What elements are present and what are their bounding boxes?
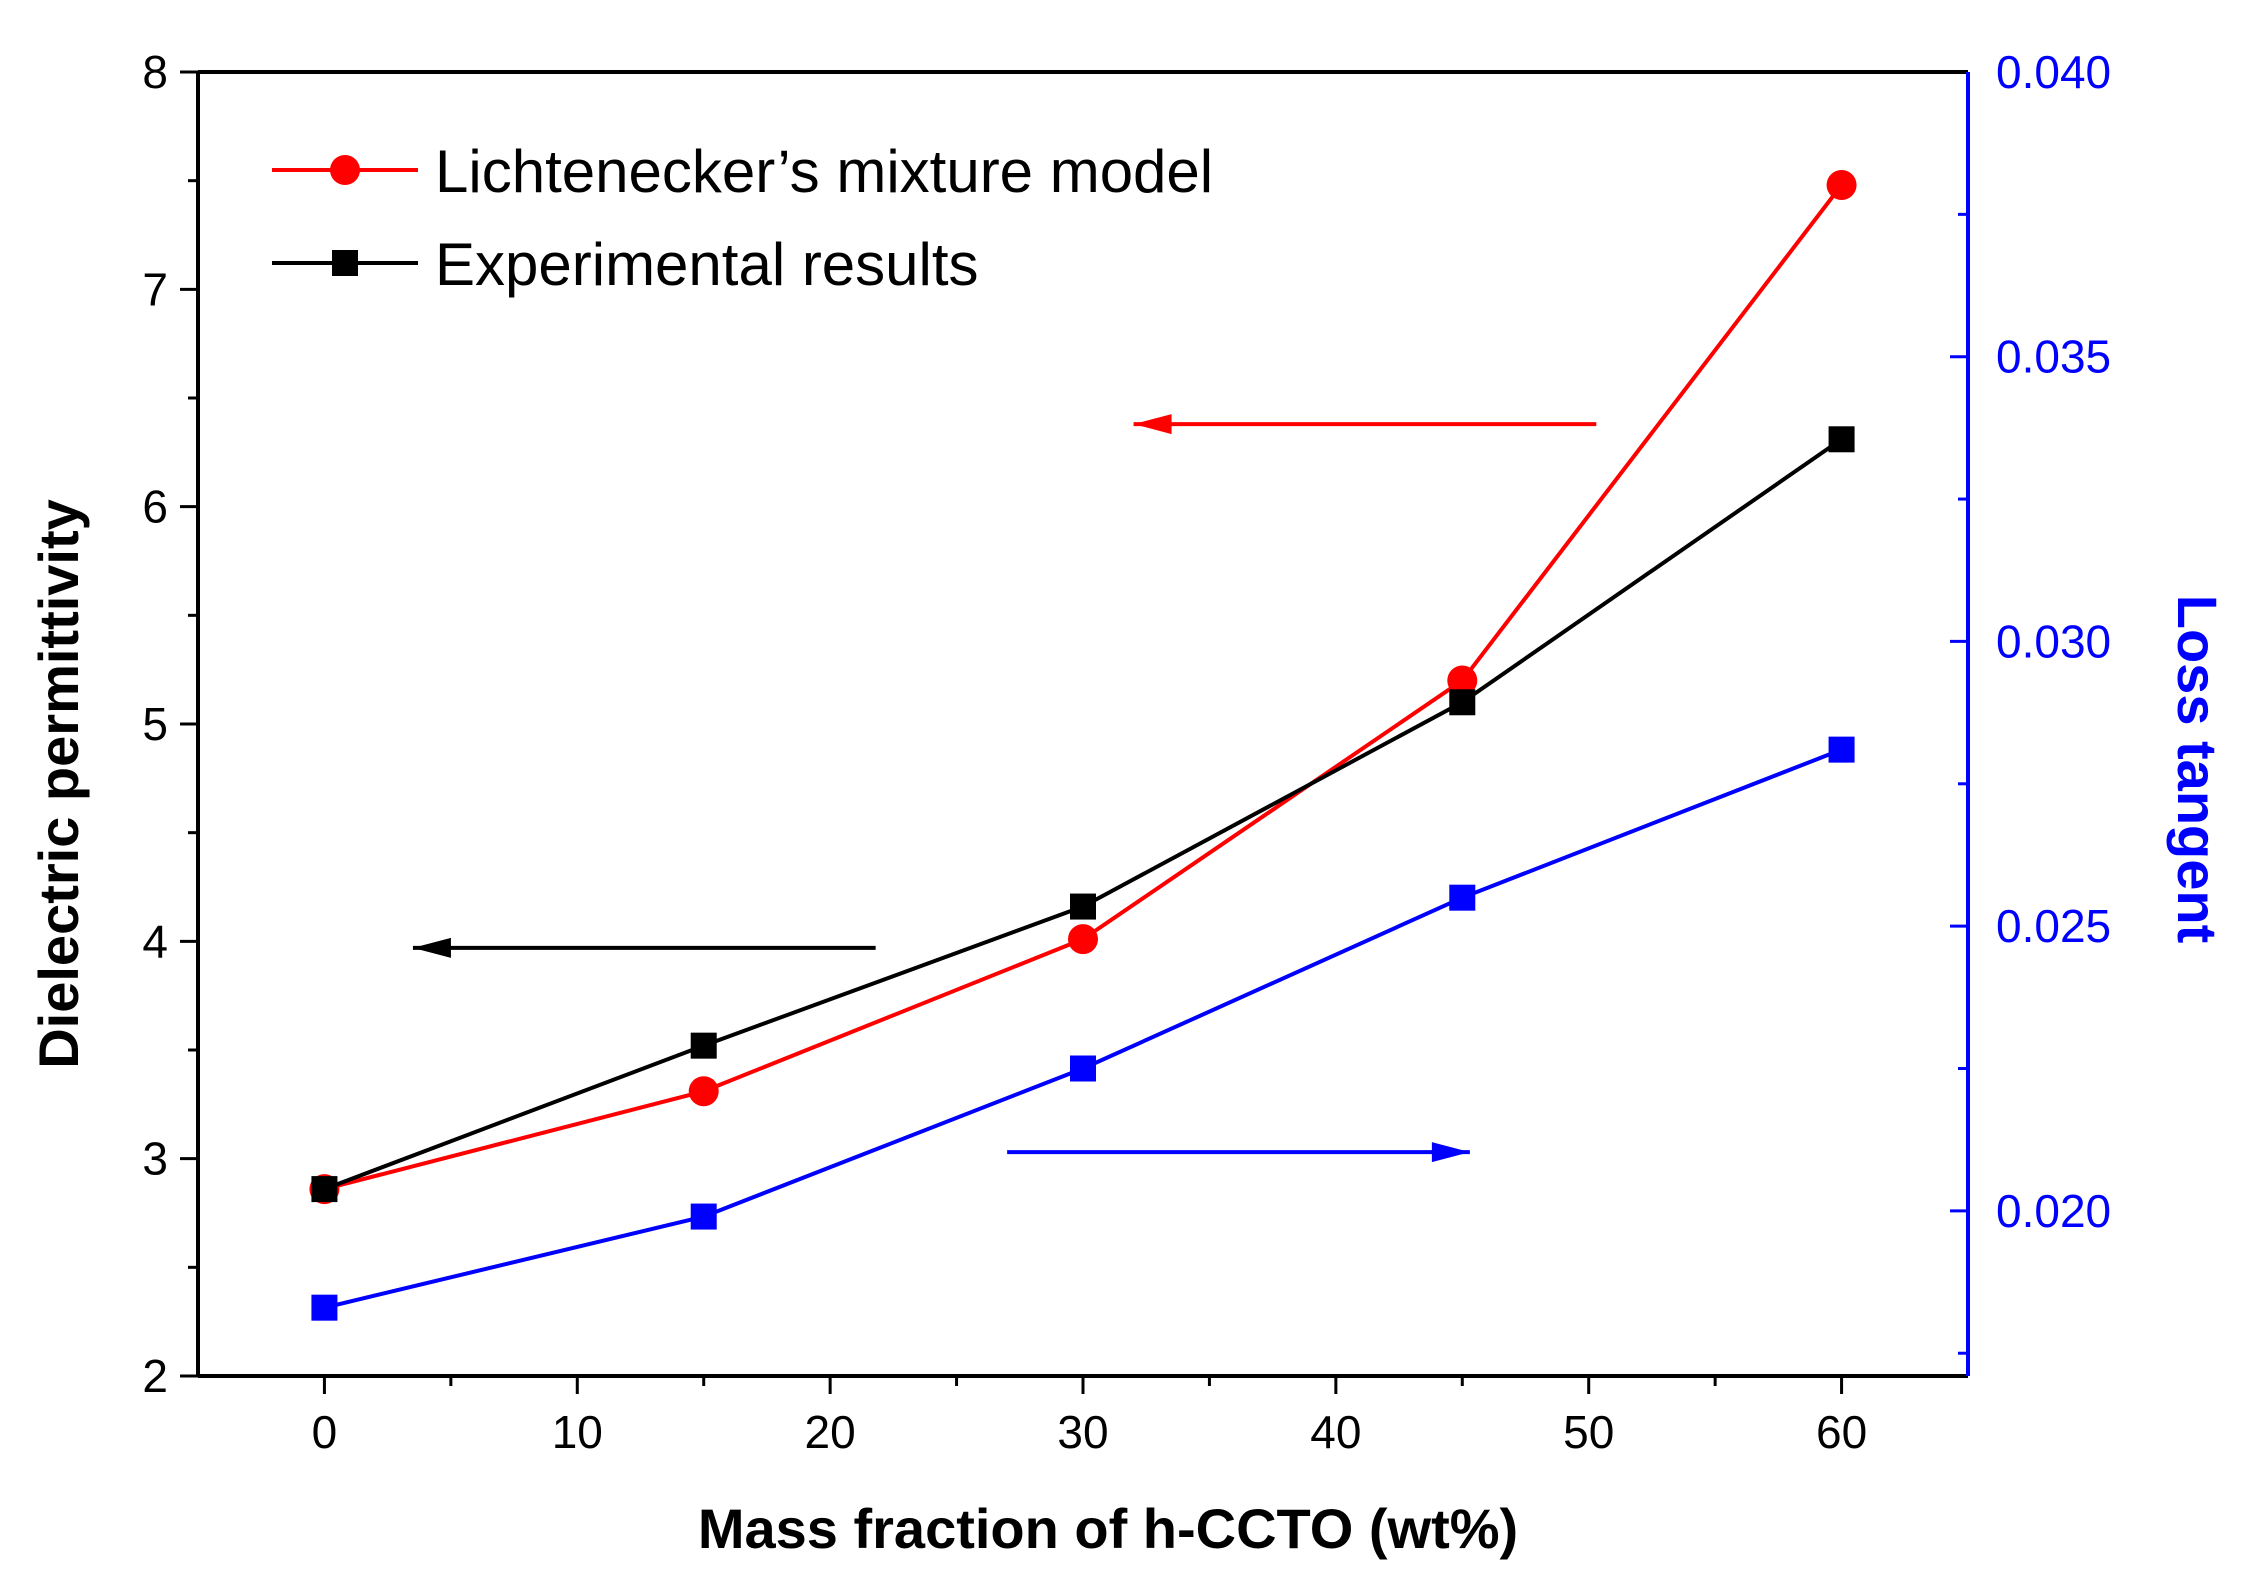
x-tick-label: 50 (1563, 1406, 1614, 1458)
annotations (412, 414, 1597, 1163)
data-point-square (311, 1294, 338, 1321)
legend-label: Experimental results (435, 231, 979, 298)
arrow-head-left (412, 937, 451, 958)
data-point-square (690, 1032, 717, 1059)
arrow-head-right (1431, 1142, 1470, 1163)
data-point-circle (1068, 924, 1098, 955)
x-tick-label: 0 (312, 1406, 338, 1458)
y-right-tick-label: 0.025 (1996, 900, 2111, 952)
data-point-square (690, 1203, 717, 1230)
data-point-square (1828, 736, 1855, 763)
data-point-square (1070, 893, 1096, 920)
x-axis-title: Mass fraction of h-CCTO (wt%) (698, 1497, 1518, 1560)
y-right-tick-label: 0.035 (1996, 331, 2111, 383)
data-point-square (1449, 884, 1476, 911)
legend-marker-circle (330, 155, 360, 185)
data-point-square (311, 1176, 338, 1203)
data-point-circle (1826, 170, 1857, 201)
x-tick-label: 60 (1816, 1406, 1867, 1458)
legend-marker-square (332, 250, 358, 276)
y-left-tick-label: 2 (142, 1350, 168, 1402)
y-axis-left-title: Dielectric permittivity (27, 499, 90, 1069)
y-left-tick-label: 4 (142, 915, 168, 967)
x-tick-label: 10 (552, 1406, 603, 1458)
y-axis-right-title: Loss tangent (2166, 595, 2229, 943)
data-point-circle (1447, 665, 1478, 696)
legend: Lichtenecker’s mixture model Experimental… (272, 138, 1213, 298)
y-left-tick-label: 3 (142, 1133, 168, 1185)
x-tick-label: 40 (1310, 1406, 1361, 1458)
data-point-square (1070, 1055, 1096, 1082)
data-point-square (1828, 426, 1855, 453)
y-left-tick-label: 5 (142, 698, 168, 750)
x-tick-label: 30 (1057, 1406, 1108, 1458)
x-tick-label: 20 (805, 1406, 856, 1458)
data-point-square (1449, 689, 1476, 716)
y-left-tick-label: 6 (142, 481, 168, 533)
y-left-tick-label: 8 (142, 46, 168, 98)
legend-label: Lichtenecker’s mixture model (435, 138, 1213, 205)
axes: 0 10 20 30 40 50 60 2 3 4 5 6 7 8 0.020 0.025 0.030 0.035… (142, 46, 2111, 1458)
arrow-head-left (1133, 414, 1172, 435)
y-right-tick-label: 0.020 (1996, 1185, 2111, 1237)
y-left-tick-label: 7 (142, 263, 168, 315)
data-point-circle (688, 1076, 719, 1107)
y-right-tick-label: 0.040 (1996, 46, 2111, 98)
y-right-tick-label: 0.030 (1996, 615, 2111, 667)
series-group (309, 170, 1857, 1321)
